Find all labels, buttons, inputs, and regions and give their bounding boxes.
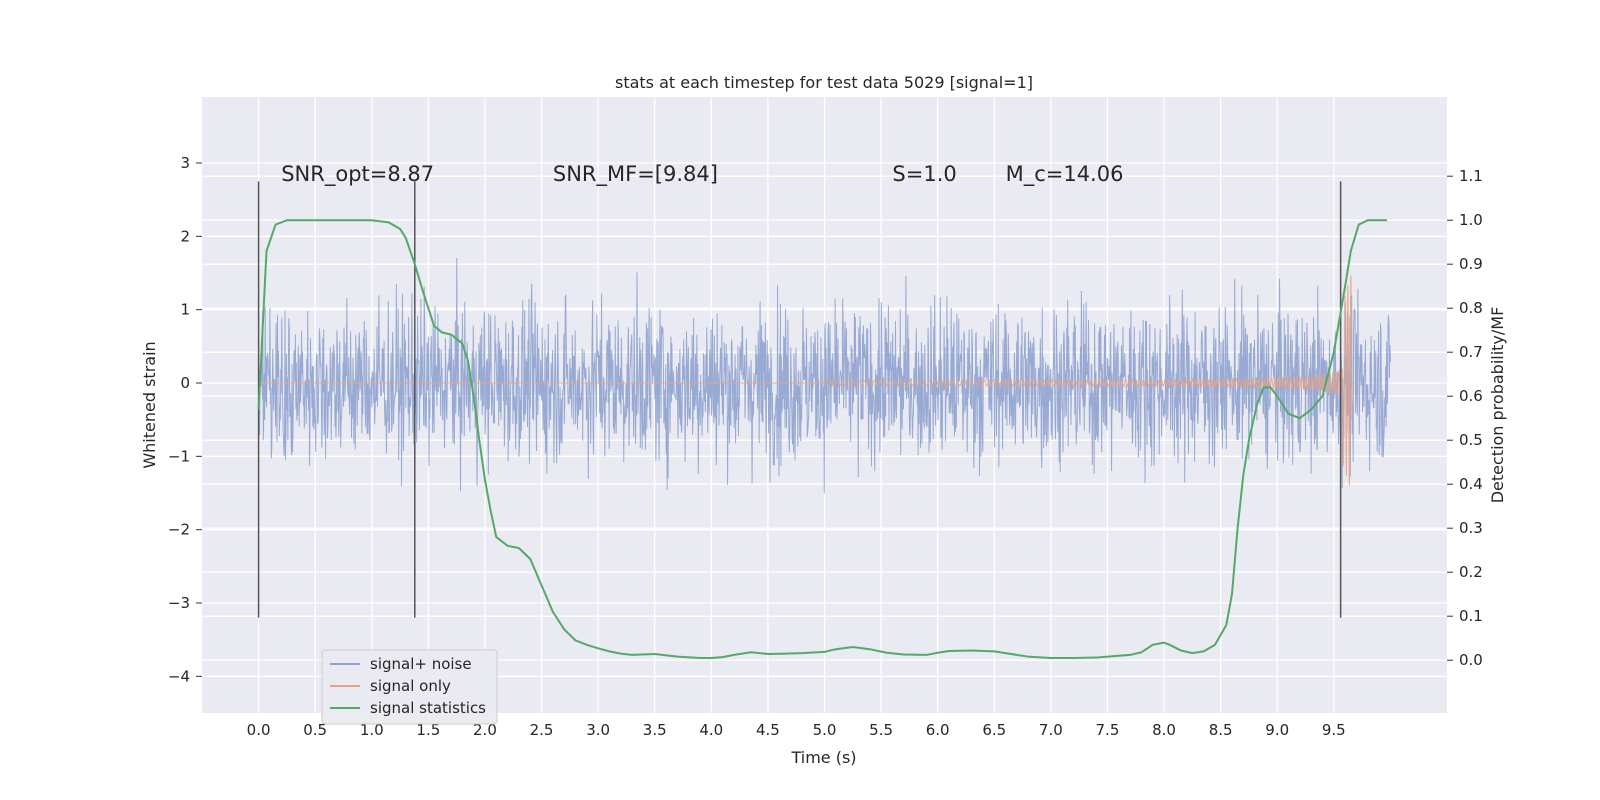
annotation-label: M_c=14.06 — [1006, 162, 1124, 187]
x-tick-label: 9.0 — [1265, 721, 1289, 739]
x-tick-label: 4.0 — [699, 721, 723, 739]
y2-tick-label: 0.4 — [1459, 475, 1483, 493]
y-axis-ticks: −4 −3 −2 −1 0 1 2 3 — [168, 154, 202, 685]
y2-tick-label: 0.0 — [1459, 651, 1483, 669]
y-tick-label: −4 — [168, 667, 190, 685]
annotations: SNR_opt=8.87 SNR_MF=[9.84] S=1.0 M_c=14.06 — [281, 162, 1123, 187]
y-tick-label: −1 — [168, 447, 190, 465]
annotation-label: SNR_MF=[9.84] — [553, 162, 718, 187]
y2-tick-label: 0.1 — [1459, 607, 1483, 625]
y2-tick-label: 0.8 — [1459, 299, 1483, 317]
x-tick-label: 9.5 — [1322, 721, 1346, 739]
plot-area — [257, 181, 1391, 659]
x-tick-label: 8.5 — [1209, 721, 1233, 739]
annotation-label: SNR_opt=8.87 — [281, 162, 434, 187]
y-tick-label: 1 — [180, 301, 190, 319]
x-tick-label: 0.0 — [247, 721, 271, 739]
signal-noise-line — [258, 257, 1391, 494]
y2-axis-label: Detection probability/MF — [1488, 307, 1507, 504]
y-tick-label: −3 — [168, 594, 190, 612]
x-tick-label: 6.5 — [982, 721, 1006, 739]
x-tick-label: 4.5 — [756, 721, 780, 739]
y2-tick-label: 0.9 — [1459, 255, 1483, 273]
x-axis-ticks: 0.0 0.5 1.0 1.5 2.0 2.5 3.0 3.5 4.0 4.5 5.0 5.5 6.0 6… — [247, 721, 1346, 739]
x-tick-label: 7.0 — [1039, 721, 1063, 739]
signal-statistics-series — [257, 219, 1388, 659]
signal-noise-series — [258, 257, 1391, 494]
y2-tick-label: 0.3 — [1459, 519, 1483, 537]
x-tick-label: 8.0 — [1152, 721, 1176, 739]
y2-tick-label: 1.1 — [1459, 167, 1483, 185]
chart-title: stats at each timestep for test data 502… — [615, 73, 1033, 92]
annotation-label: S=1.0 — [892, 162, 956, 186]
y2-tick-label: 1.0 — [1459, 211, 1483, 229]
y2-axis-ticks: 0.0 0.1 0.2 0.3 0.4 0.5 0.6 0.7 0.8 0.9 1.0 1.1 — [1447, 167, 1483, 669]
legend-box — [321, 649, 498, 725]
y-axis-label: Whitened strain — [140, 341, 159, 468]
x-tick-label: 1.0 — [360, 721, 384, 739]
y2-tick-label: 0.7 — [1459, 343, 1483, 361]
legend-label-signal-statistics: signal statistics — [370, 699, 486, 717]
signal-only-series — [258, 275, 1357, 486]
y-tick-label: 0 — [180, 374, 190, 392]
x-tick-label: 1.5 — [416, 721, 440, 739]
x-tick-label: 7.5 — [1096, 721, 1120, 739]
x-tick-label: 5.5 — [869, 721, 893, 739]
legend-label-signal-noise: signal+ noise — [370, 655, 472, 673]
y2-tick-label: 0.2 — [1459, 563, 1483, 581]
signal-only-line — [258, 275, 1357, 486]
y2-tick-label: 0.6 — [1459, 387, 1483, 405]
x-tick-label: 3.5 — [643, 721, 667, 739]
x-tick-label: 2.0 — [473, 721, 497, 739]
y-tick-label: 2 — [180, 227, 190, 245]
legend: signal+ noise signal only signal statist… — [321, 649, 498, 725]
x-tick-label: 5.0 — [813, 721, 837, 739]
x-tick-label: 3.0 — [586, 721, 610, 739]
y-tick-label: 3 — [180, 154, 190, 172]
y-tick-label: −2 — [168, 521, 190, 539]
y2-tick-label: 0.5 — [1459, 431, 1483, 449]
signal-statistics-line — [257, 219, 1388, 659]
x-tick-label: 2.5 — [530, 721, 554, 739]
x-axis-label: Time (s) — [790, 748, 856, 767]
x-tick-label: 0.5 — [303, 721, 327, 739]
legend-label-signal-only: signal only — [370, 677, 451, 695]
x-tick-label: 6.0 — [926, 721, 950, 739]
